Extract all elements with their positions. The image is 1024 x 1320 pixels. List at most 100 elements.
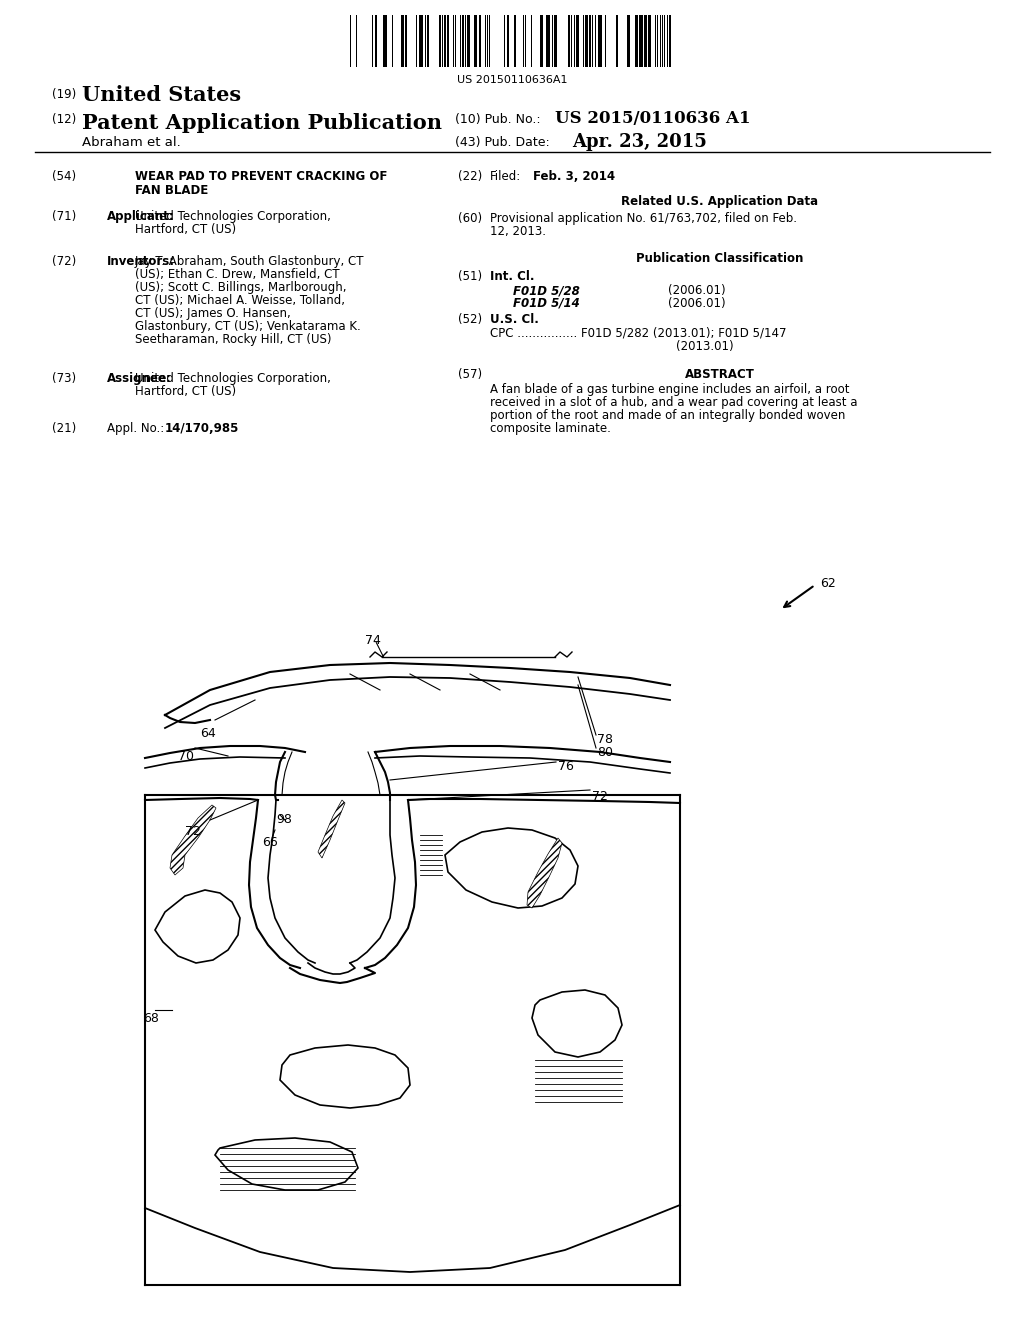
Bar	[467, 15, 470, 67]
Bar	[474, 15, 477, 67]
Text: (2013.01): (2013.01)	[676, 341, 733, 352]
Text: (73): (73)	[52, 372, 76, 385]
Text: Abraham et al.: Abraham et al.	[82, 136, 181, 149]
Text: Assignee:: Assignee:	[106, 372, 172, 385]
Text: US 2015/0110636 A1: US 2015/0110636 A1	[555, 110, 751, 127]
Bar	[383, 15, 387, 67]
Text: 72: 72	[592, 789, 608, 803]
Text: F01D 5/28: F01D 5/28	[513, 284, 580, 297]
Text: 80: 80	[597, 746, 613, 759]
Text: (2006.01): (2006.01)	[668, 284, 726, 297]
Text: (2006.01): (2006.01)	[668, 297, 726, 310]
Text: (51): (51)	[458, 271, 482, 282]
Text: (57): (57)	[458, 368, 482, 381]
Bar	[616, 15, 618, 67]
Bar	[598, 15, 602, 67]
Bar	[585, 15, 588, 67]
Text: Related U.S. Application Data: Related U.S. Application Data	[622, 195, 818, 209]
Text: Int. Cl.: Int. Cl.	[490, 271, 535, 282]
Text: (54): (54)	[52, 170, 76, 183]
Text: (60): (60)	[458, 213, 482, 224]
Polygon shape	[155, 890, 240, 964]
Text: United States: United States	[82, 84, 241, 106]
Text: Applicant:: Applicant:	[106, 210, 175, 223]
Text: (71): (71)	[52, 210, 76, 223]
Bar	[644, 15, 647, 67]
Bar	[444, 15, 446, 67]
Text: ABSTRACT: ABSTRACT	[685, 368, 755, 381]
Text: FAN BLADE: FAN BLADE	[135, 183, 208, 197]
Text: WEAR PAD TO PREVENT CRACKING OF: WEAR PAD TO PREVENT CRACKING OF	[135, 170, 387, 183]
Bar	[419, 15, 423, 67]
Text: Apr. 23, 2015: Apr. 23, 2015	[572, 133, 707, 150]
Bar	[575, 15, 579, 67]
Text: Appl. No.:: Appl. No.:	[106, 422, 164, 436]
Text: 70: 70	[178, 750, 194, 763]
Text: (US); Ethan C. Drew, Mansfield, CT: (US); Ethan C. Drew, Mansfield, CT	[135, 268, 340, 281]
Bar	[507, 15, 509, 67]
Polygon shape	[527, 838, 562, 908]
Text: 66: 66	[262, 836, 278, 849]
Text: (43) Pub. Date:: (43) Pub. Date:	[455, 136, 550, 149]
Bar	[589, 15, 591, 67]
Bar	[514, 15, 516, 67]
Bar	[540, 15, 543, 67]
Text: US 20150110636A1: US 20150110636A1	[457, 75, 567, 84]
Polygon shape	[170, 805, 216, 875]
Text: composite laminate.: composite laminate.	[490, 422, 611, 436]
Bar	[427, 15, 429, 67]
Bar	[406, 15, 407, 67]
Text: 68: 68	[143, 1012, 159, 1026]
Polygon shape	[215, 1138, 358, 1191]
Text: (21): (21)	[52, 422, 76, 436]
Bar	[639, 15, 643, 67]
Text: portion of the root and made of an integrally bonded woven: portion of the root and made of an integ…	[490, 409, 846, 422]
Text: Hartford, CT (US): Hartford, CT (US)	[135, 223, 237, 236]
Bar	[447, 15, 449, 67]
Polygon shape	[318, 800, 345, 858]
Text: Feb. 3, 2014: Feb. 3, 2014	[534, 170, 615, 183]
Text: (12): (12)	[52, 114, 76, 125]
Text: Jay T. Abraham, South Glastonbury, CT: Jay T. Abraham, South Glastonbury, CT	[135, 255, 365, 268]
Bar	[554, 15, 557, 67]
Text: CT (US); James O. Hansen,: CT (US); James O. Hansen,	[135, 308, 291, 319]
Bar	[375, 15, 377, 67]
Text: 64: 64	[200, 727, 216, 741]
Polygon shape	[280, 1045, 410, 1107]
Text: U.S. Cl.: U.S. Cl.	[490, 313, 539, 326]
Bar	[401, 15, 404, 67]
Text: 62: 62	[820, 577, 836, 590]
Text: Seetharaman, Rocky Hill, CT (US): Seetharaman, Rocky Hill, CT (US)	[135, 333, 332, 346]
Polygon shape	[532, 990, 622, 1057]
Text: Publication Classification: Publication Classification	[636, 252, 804, 265]
Text: United Technologies Corporation,: United Technologies Corporation,	[135, 372, 331, 385]
Text: Patent Application Publication: Patent Application Publication	[82, 114, 442, 133]
Text: CT (US); Michael A. Weisse, Tolland,: CT (US); Michael A. Weisse, Tolland,	[135, 294, 345, 308]
Bar	[439, 15, 441, 67]
Text: CPC ................ F01D 5/282 (2013.01); F01D 5/147: CPC ................ F01D 5/282 (2013.01…	[490, 327, 786, 341]
Text: 72: 72	[185, 825, 201, 838]
Bar	[669, 15, 671, 67]
Text: Filed:: Filed:	[490, 170, 521, 183]
Text: 12, 2013.: 12, 2013.	[490, 224, 546, 238]
Text: (72): (72)	[52, 255, 76, 268]
Text: Inventors:: Inventors:	[106, 255, 175, 268]
Text: 98: 98	[276, 813, 292, 826]
Text: Hartford, CT (US): Hartford, CT (US)	[135, 385, 237, 399]
Text: (10) Pub. No.:: (10) Pub. No.:	[455, 114, 541, 125]
Text: 78: 78	[597, 733, 613, 746]
Polygon shape	[445, 828, 578, 908]
Text: (US); Scott C. Billings, Marlborough,: (US); Scott C. Billings, Marlborough,	[135, 281, 346, 294]
Text: 14/170,985: 14/170,985	[165, 422, 240, 436]
Bar	[479, 15, 481, 67]
Text: (19): (19)	[52, 88, 76, 102]
Text: United Technologies Corporation,: United Technologies Corporation,	[135, 210, 331, 223]
Text: received in a slot of a hub, and a wear pad covering at least a: received in a slot of a hub, and a wear …	[490, 396, 857, 409]
Text: F01D 5/14: F01D 5/14	[513, 297, 580, 310]
Text: (52): (52)	[458, 313, 482, 326]
Text: (22): (22)	[458, 170, 482, 183]
Bar	[635, 15, 638, 67]
Text: A fan blade of a gas turbine engine includes an airfoil, a root: A fan blade of a gas turbine engine incl…	[490, 383, 850, 396]
Text: Provisional application No. 61/763,702, filed on Feb.: Provisional application No. 61/763,702, …	[490, 213, 797, 224]
Bar	[546, 15, 550, 67]
